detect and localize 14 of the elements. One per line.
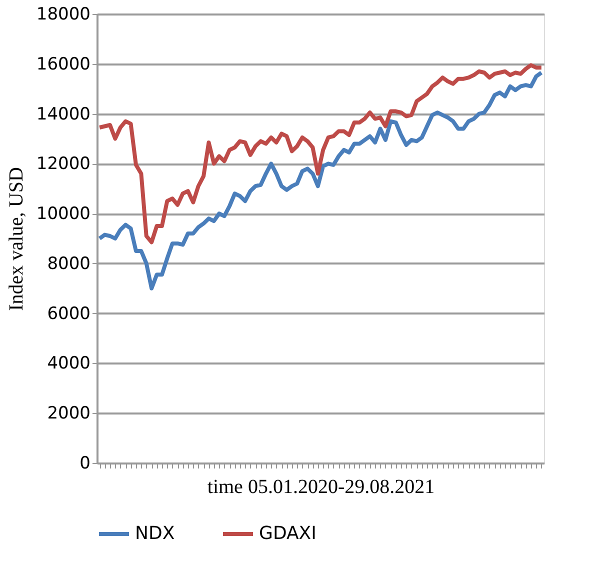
y-tick-label: 8000	[47, 254, 90, 274]
y-tick-label: 12000	[36, 154, 90, 174]
y-tick-label: 6000	[47, 304, 90, 324]
x-axis-title: time 05.01.2020-29.08.2021	[207, 476, 435, 498]
y-tick-label: 0	[80, 454, 90, 474]
legend-label: NDX	[135, 523, 175, 544]
y-tick-label: 16000	[36, 54, 90, 74]
y-tick-label: 14000	[36, 104, 90, 124]
y-tick-label: 2000	[47, 404, 90, 424]
legend-label: GDAXI	[259, 523, 316, 544]
y-tick-label: 10000	[36, 204, 90, 224]
y-tick-label: 4000	[47, 354, 90, 374]
y-axis-title: Index value, USD	[5, 167, 28, 311]
y-tick-label: 18000	[36, 4, 90, 24]
